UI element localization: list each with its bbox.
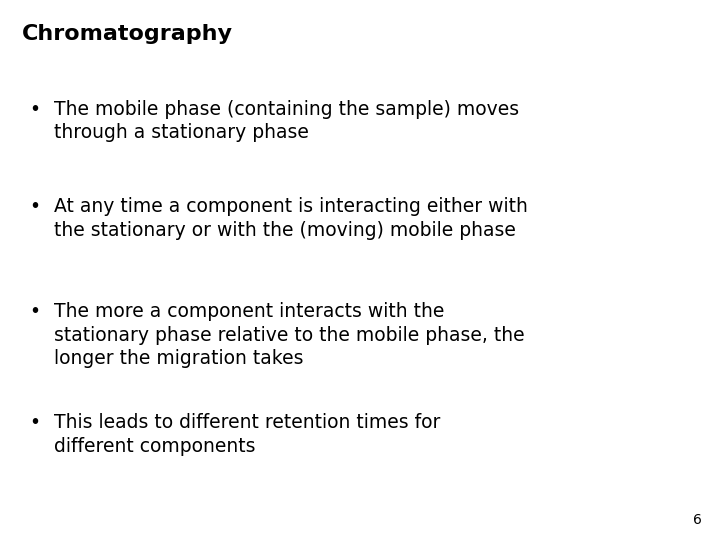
Text: •: • <box>29 100 40 119</box>
Text: This leads to different retention times for
different components: This leads to different retention times … <box>54 413 441 456</box>
Text: The more a component interacts with the
stationary phase relative to the mobile : The more a component interacts with the … <box>54 302 525 368</box>
Text: •: • <box>29 302 40 321</box>
Text: At any time a component is interacting either with
the stationary or with the (m: At any time a component is interacting e… <box>54 197 528 240</box>
Text: •: • <box>29 197 40 216</box>
Text: The mobile phase (containing the sample) moves
through a stationary phase: The mobile phase (containing the sample)… <box>54 100 519 143</box>
Text: •: • <box>29 413 40 432</box>
Text: 6: 6 <box>693 512 702 526</box>
Text: Chromatography: Chromatography <box>22 24 233 44</box>
